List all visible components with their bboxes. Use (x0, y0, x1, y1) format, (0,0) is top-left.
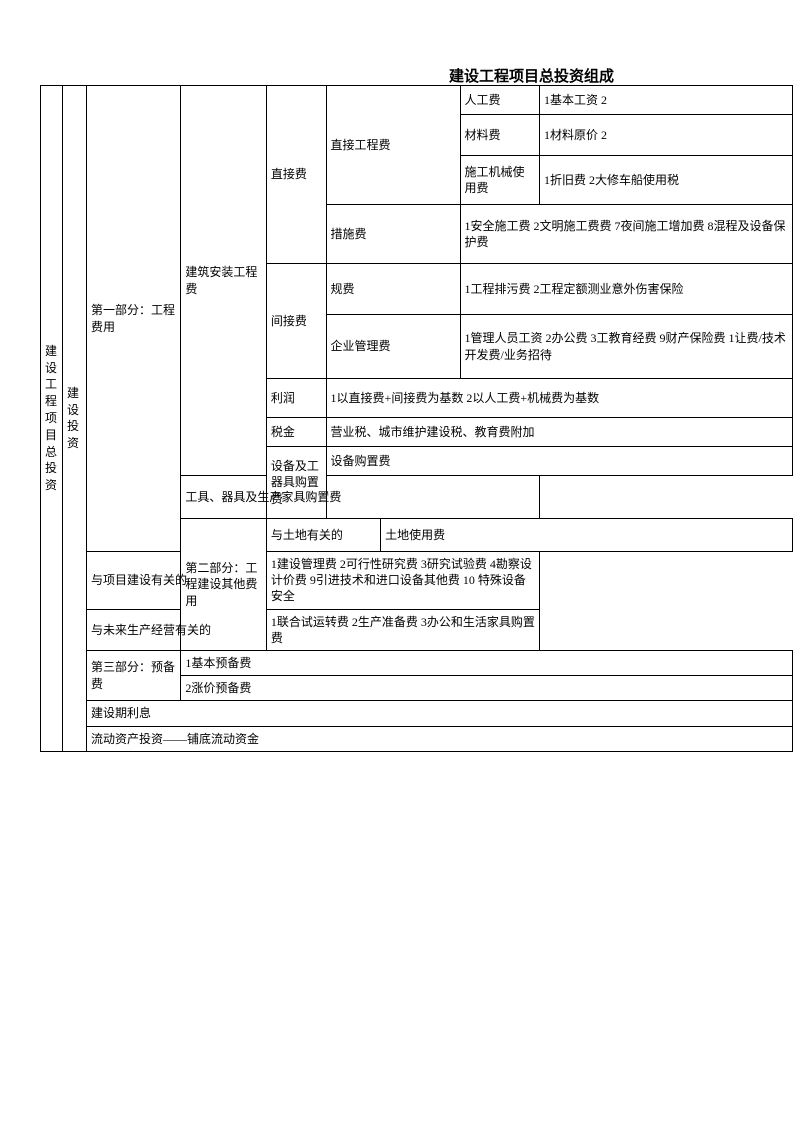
cell-csf-label: 措施费 (326, 205, 460, 264)
table-row: 与未来生产经营有关的 1联合试运转费 2生产准备费 3办公和生活家具购置费 (41, 609, 793, 650)
cell-sbgzf: 设备购置费 (326, 447, 792, 476)
cell-zhijiefei: 直接费 (266, 86, 326, 264)
cell-rgf-detail: 1基本工资 2 (539, 86, 792, 115)
cell-gf-label: 规费 (326, 264, 460, 315)
cell-xmjs-detail: 1建设管理费 2可行性研究费 3研究试验费 4勘察设计价费 9引进技术和进口设备… (266, 552, 539, 610)
cell-construction-investment: 建设投资 (62, 86, 86, 752)
page-title: 建设工程项目总投资组成 (0, 65, 793, 86)
table-row: 建设期利息 (41, 701, 793, 726)
cell-wlsc-detail: 1联合试运转费 2生产准备费 3办公和生活家具购置费 (266, 609, 539, 650)
cell-total-investment: 建设工程项目总投资 (41, 86, 63, 752)
table-row: 流动资产投资——铺底流动资金 (41, 726, 793, 751)
cell-zhijiegongchengfei: 直接工程费 (326, 86, 460, 205)
cell-sj-label: 税金 (266, 418, 326, 447)
cell-wlsc-label: 与未来生产经营有关的 (86, 609, 266, 650)
table-row: 第三部分：预备费 1基本预备费 (41, 650, 793, 675)
cell-ldzc: 流动资产投资——铺底流动资金 (86, 726, 792, 751)
cell-ybf2: 2涨价预备费 (181, 676, 793, 701)
page-title-text: 建设工程项目总投资组成 (179, 65, 614, 86)
cell-lr-detail: 1以直接费+间接费为基数 2以人工费+机械费为基数 (326, 379, 792, 418)
cell-jjf-label: 间接费 (266, 264, 326, 379)
cell-sgjx-detail: 1折旧费 2大修车船使用税 (539, 156, 792, 205)
table-row: 与项目建设有关的 1建设管理费 2可行性研究费 3研究试验费 4勘察设计价费 9… (41, 552, 793, 610)
cell-part3: 第三部分：预备费 (86, 650, 180, 700)
cell-sgjx-label: 施工机械使用费 (460, 156, 539, 205)
cell-jsqlx: 建设期利息 (86, 701, 792, 726)
cell-qyglf-detail: 1管理人员工资 2办公费 3工教育经费 9财产保险费 1让费/技术开发费/业务招… (460, 315, 792, 379)
cell-clf-label: 材料费 (460, 115, 539, 156)
cell-td-detail: 土地使用费 (381, 519, 793, 552)
cell-td-label: 与土地有关的 (266, 519, 380, 552)
cell-sj-detail: 营业税、城市维护建设税、教育费附加 (326, 418, 792, 447)
cell-gjqj: 工具、器具及生产家具购置费 (181, 476, 540, 519)
cell-qyglf-label: 企业管理费 (326, 315, 460, 379)
cell-jzaz: 建筑安装工程费 (181, 86, 267, 476)
cell-lr-label: 利润 (266, 379, 326, 418)
composition-table: 建设工程项目总投资 建设投资 第一部分：工程费用 建筑安装工程费 直接费 直接工… (40, 85, 793, 752)
table-row: 建设工程项目总投资 建设投资 第一部分：工程费用 建筑安装工程费 直接费 直接工… (41, 86, 793, 115)
cell-gf-detail: 1工程排污费 2工程定额测业意外伤害保险 (460, 264, 792, 315)
cell-part1: 第一部分：工程费用 (86, 86, 180, 552)
cell-rgf-label: 人工费 (460, 86, 539, 115)
cell-clf-detail: 1材料原价 2 (539, 115, 792, 156)
cell-ybf1: 1基本预备费 (181, 650, 793, 675)
cell-csf-detail: 1安全施工费 2文明施工费费 7夜间施工增加费 8混程及设备保护费 (460, 205, 792, 264)
